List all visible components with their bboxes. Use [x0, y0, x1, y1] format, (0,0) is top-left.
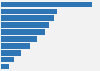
Bar — [1, 64, 9, 69]
Bar — [1, 15, 54, 21]
Bar — [1, 57, 14, 62]
Bar — [1, 29, 45, 35]
Bar — [1, 2, 92, 7]
Bar — [1, 50, 21, 56]
Bar — [1, 22, 49, 28]
Bar — [1, 43, 30, 49]
Bar — [1, 9, 57, 14]
Bar — [1, 36, 37, 42]
